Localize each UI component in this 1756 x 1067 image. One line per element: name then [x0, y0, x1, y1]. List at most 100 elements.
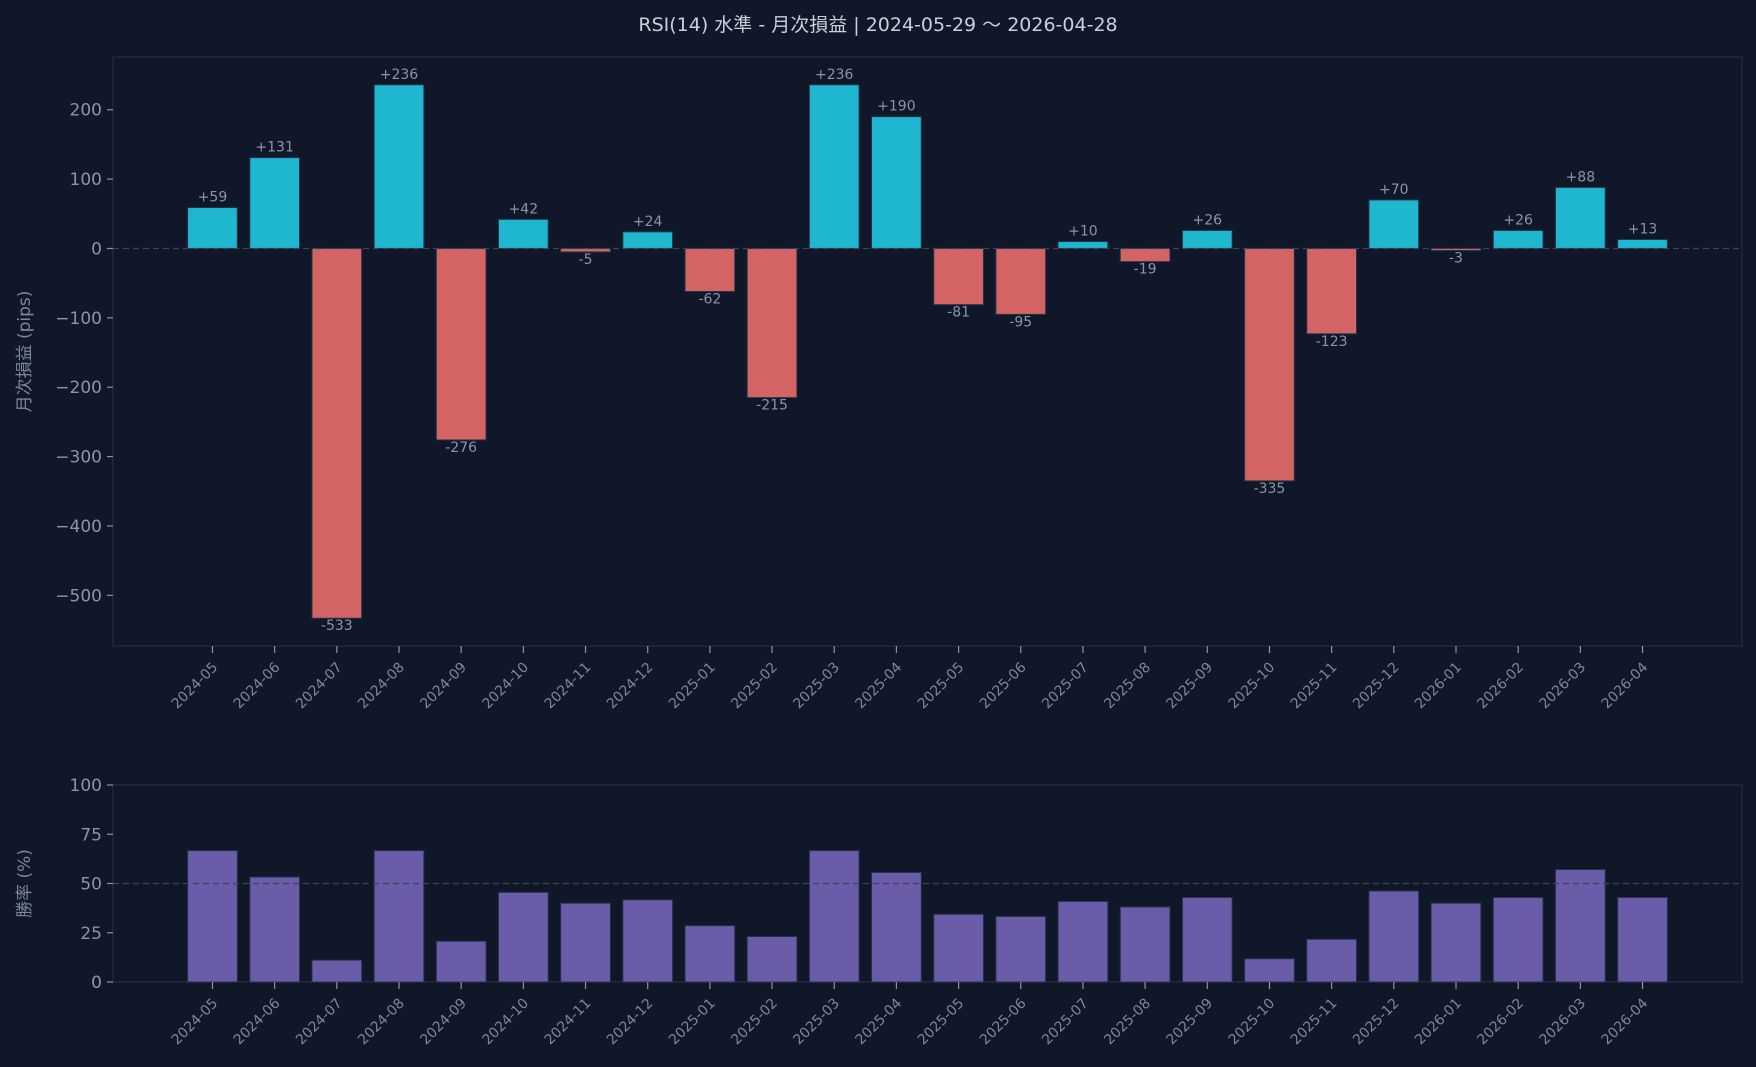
winrate-bar-2025-06	[995, 915, 1047, 983]
winrate-ytick-label: 0	[91, 973, 102, 993]
pnl-bar-2024-06	[249, 157, 301, 249]
winrate-xtick-label: 2026-03	[1536, 996, 1589, 1049]
pnl-bar-2025-11	[1306, 247, 1358, 335]
pnl-xtick-label: 2024-10	[480, 660, 533, 713]
pnl-data-label-2026-04: +13	[1628, 221, 1658, 237]
winrate-xtick-label: 2025-08	[1101, 996, 1154, 1049]
winrate-xtick-label: 2025-10	[1226, 996, 1279, 1049]
pnl-bar-2025-05	[933, 247, 984, 306]
winrate-xtick-label: 2024-10	[480, 996, 533, 1049]
pnl-data-label-2024-10: +42	[509, 201, 539, 217]
pnl-data-label-2025-05: -81	[947, 305, 970, 321]
pnl-xtick-label: 2025-07	[1039, 660, 1092, 713]
pnl-xtick-label: 2025-02	[728, 660, 781, 713]
winrate-bar-2025-07	[1057, 900, 1109, 983]
pnl-xtick-label: 2024-06	[231, 659, 284, 712]
winrate-bar-2024-08	[373, 850, 425, 983]
pnl-ytick-label: −200	[55, 378, 102, 398]
winrate-bar-2025-11	[1306, 938, 1358, 983]
winrate-xtick-label: 2024-05	[169, 996, 222, 1049]
pnl-ytick-label: 0	[91, 239, 102, 259]
pnl-bar-2025-04	[871, 116, 922, 249]
pnl-data-label-2025-08: -19	[1134, 262, 1157, 278]
pnl-ytick-label: −400	[55, 517, 102, 537]
pnl-xtick-label: 2026-04	[1599, 659, 1652, 712]
winrate-xtick-label: 2025-06	[977, 995, 1030, 1048]
winrate-xtick-label: 2024-09	[417, 996, 470, 1049]
pnl-ytick-label: −100	[55, 309, 102, 329]
winrate-bar-2025-03	[808, 850, 860, 983]
winrate-bar-2024-10	[497, 891, 549, 983]
winrate-bar-2026-04	[1617, 896, 1668, 983]
pnl-data-label-2025-12: +70	[1379, 182, 1409, 198]
winrate-xtick-label: 2024-08	[355, 996, 408, 1049]
pnl-bar-2025-07	[1057, 241, 1109, 249]
pnl-xtick-label: 2025-06	[977, 659, 1030, 712]
pnl-data-label-2025-11: -123	[1316, 334, 1348, 350]
pnl-xtick-label: 2024-07	[293, 660, 346, 713]
pnl-xtick-label: 2024-09	[417, 660, 470, 713]
pnl-xtick-label: 2025-04	[853, 659, 906, 712]
pnl-xtick-label: 2025-11	[1288, 660, 1341, 713]
pnl-data-label-2024-12: +24	[633, 214, 663, 230]
winrate-bar-2025-08	[1119, 906, 1171, 983]
pnl-xtick-label: 2024-05	[169, 660, 222, 713]
winrate-xtick-label: 2025-03	[790, 996, 843, 1049]
pnl-bar-2026-03	[1554, 186, 1606, 249]
winrate-ytick-label: 50	[80, 875, 102, 895]
pnl-bar-2025-12	[1368, 199, 1420, 249]
pnl-xtick-label: 2025-05	[915, 660, 968, 713]
winrate-bar-2024-09	[435, 940, 487, 983]
pnl-bar-2026-04	[1617, 238, 1668, 249]
winrate-bar-2025-12	[1368, 890, 1420, 983]
pnl-xtick-label: 2024-08	[355, 660, 408, 713]
pnl-plot-frame	[112, 56, 1743, 647]
pnl-xtick-label: 2026-02	[1474, 660, 1527, 713]
winrate-bar-2024-05	[187, 850, 238, 983]
pnl-bar-2024-08	[373, 84, 425, 249]
pnl-data-label-2024-08: +236	[380, 67, 419, 83]
pnl-ytick-label: −300	[55, 448, 102, 468]
pnl-bar-2025-08	[1119, 247, 1171, 263]
pnl-bar-2024-07	[311, 247, 363, 619]
winrate-y-axis-label: 勝率 (%)	[15, 849, 35, 918]
pnl-data-label-2025-10: -335	[1254, 481, 1286, 497]
pnl-data-label-2024-07: -533	[321, 618, 353, 634]
winrate-xtick-label: 2025-12	[1350, 996, 1403, 1049]
winrate-xtick-label: 2025-09	[1163, 996, 1216, 1049]
pnl-bar-2025-06	[995, 247, 1047, 315]
pnl-bar-2024-10	[497, 218, 549, 249]
winrate-bar-2025-01	[684, 925, 736, 983]
winrate-xtick-label: 2024-06	[231, 995, 284, 1048]
winrate-xtick-label: 2025-11	[1288, 996, 1341, 1049]
pnl-bar-2025-02	[746, 247, 798, 399]
pnl-ytick-label: −500	[55, 586, 102, 606]
winrate-xtick-label: 2026-02	[1474, 996, 1527, 1049]
pnl-data-label-2025-06: -95	[1009, 314, 1032, 330]
winrate-xtick-label: 2025-02	[728, 996, 781, 1049]
winrate-ytick-label: 100	[70, 776, 102, 796]
winrate-xtick-label: 2025-01	[666, 996, 719, 1049]
pnl-bar-2024-12	[622, 231, 674, 249]
winrate-bar-2025-09	[1181, 896, 1233, 983]
pnl-ytick-label: 200	[70, 101, 102, 121]
pnl-ytick-label: 100	[70, 170, 102, 190]
chart-title: RSI(14) 水準 - 月次損益 | 2024-05-29 〜 2026-04…	[638, 14, 1117, 36]
pnl-data-label-2026-03: +88	[1566, 169, 1596, 185]
winrate-ytick-label: 75	[80, 825, 102, 845]
pnl-bar-2025-09	[1181, 229, 1233, 249]
winrate-ytick-label: 25	[80, 924, 102, 944]
winrate-bar-2024-07	[311, 959, 363, 983]
winrate-xtick-label: 2025-05	[915, 996, 968, 1049]
pnl-xtick-label: 2025-08	[1101, 660, 1154, 713]
winrate-bar-2026-03	[1554, 869, 1606, 983]
winrate-xtick-label: 2024-07	[293, 996, 346, 1049]
pnl-bar-2026-02	[1492, 229, 1544, 249]
pnl-data-label-2025-04: +190	[877, 99, 915, 115]
pnl-xtick-label: 2026-01	[1412, 660, 1465, 713]
pnl-data-label-2024-11: -5	[579, 252, 593, 268]
pnl-bar-2025-01	[684, 247, 736, 292]
pnl-data-label-2025-01: -62	[698, 291, 721, 307]
pnl-xtick-label: 2025-03	[790, 660, 843, 713]
